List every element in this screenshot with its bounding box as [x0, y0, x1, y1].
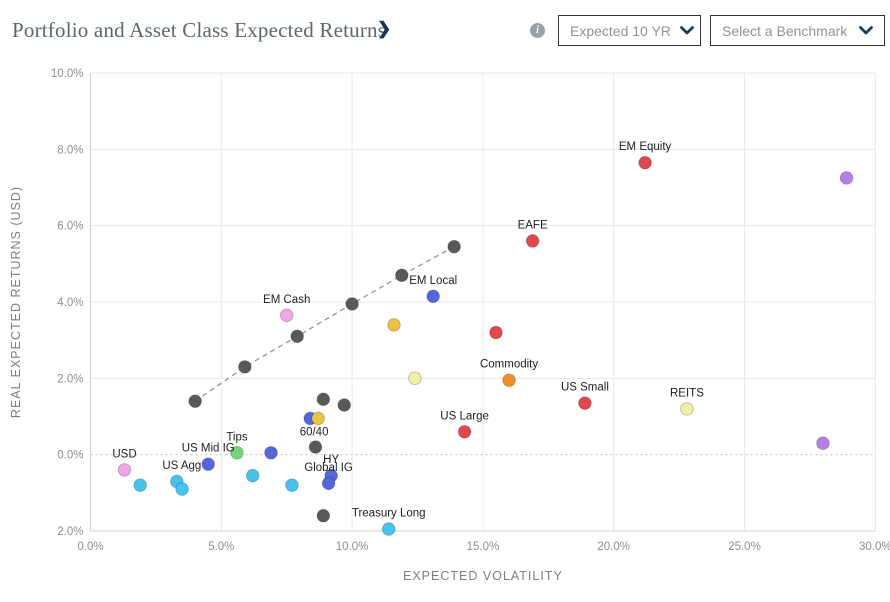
data-point[interactable]: [188, 394, 202, 409]
y-tick-label: 6.0%: [57, 221, 83, 233]
data-point[interactable]: [175, 482, 189, 496]
data-point[interactable]: [489, 325, 503, 340]
x-tick-label: 10.0%: [336, 541, 369, 553]
chevron-down-icon: [680, 26, 694, 35]
data-point[interactable]: [285, 478, 299, 493]
data-point[interactable]: [316, 508, 331, 523]
data-point-label: 60/40: [300, 426, 329, 438]
data-point[interactable]: [839, 171, 854, 185]
data-point[interactable]: [308, 440, 323, 454]
data-point[interactable]: [245, 468, 260, 483]
y-axis-title: REAL EXPECTED RETURNS (USD): [9, 186, 23, 418]
data-point-label: Global IG: [304, 462, 353, 474]
data-point-us-mid-ig[interactable]: [201, 457, 216, 472]
data-point-label: Tips: [226, 431, 248, 443]
data-point-label: HY: [323, 454, 339, 466]
gridlines: [90, 72, 876, 531]
data-point[interactable]: [816, 436, 830, 451]
y-tick-label: 10.0%: [51, 68, 84, 80]
data-point[interactable]: [345, 297, 359, 311]
x-tick-label: 5.0%: [208, 541, 234, 553]
x-tick-label: 15.0%: [467, 541, 500, 553]
data-point-usd[interactable]: [117, 463, 132, 477]
tick-labels: 0.0% 5.0% 10.0% 15.0% 20.0% 25.0% 30.0% 10.0% 8.…: [51, 68, 890, 553]
data-point-label: USD: [112, 448, 136, 460]
data-point-60-40[interactable]: [311, 411, 325, 426]
period-dropdown-value: Expected 10 YR: [570, 22, 671, 39]
period-dropdown[interactable]: Expected 10 YR: [558, 15, 701, 46]
data-point-label: Treasury Long: [352, 508, 426, 520]
data-point[interactable]: [408, 371, 422, 386]
data-point-global-ig[interactable]: [321, 476, 336, 491]
x-axis-title: EXPECTED VOLATILITY: [403, 569, 563, 583]
data-point[interactable]: [264, 445, 278, 460]
data-points: [117, 155, 854, 536]
data-point-eafe[interactable]: [525, 234, 540, 248]
data-point-reits[interactable]: [680, 402, 694, 416]
y-tick-label: 4.0%: [57, 297, 83, 309]
page-title: Portfolio and Asset Class Expected Retur…: [12, 18, 387, 42]
data-point[interactable]: [133, 478, 148, 493]
data-point-commodity[interactable]: [502, 373, 516, 388]
y-tick-label: 2.0%: [57, 373, 83, 385]
x-tick-label: 25.0%: [728, 541, 761, 553]
data-point-label: US Agg: [162, 460, 201, 472]
data-point[interactable]: [395, 268, 409, 283]
benchmark-dropdown-value: Select a Benchmark: [722, 22, 848, 39]
y-tick-label: 2.0%: [57, 526, 83, 538]
data-point-label: US Large: [440, 410, 489, 422]
x-tick-label: 0.0%: [77, 541, 103, 553]
data-point-label: EM Local: [409, 275, 457, 287]
data-point-tips[interactable]: [230, 445, 244, 460]
data-point-label: EM Cash: [263, 294, 310, 306]
data-point-label: Commodity: [480, 359, 538, 371]
data-point[interactable]: [290, 329, 304, 344]
data-point[interactable]: [337, 398, 352, 412]
data-point-em-local[interactable]: [426, 289, 440, 304]
data-point-label: US Small: [561, 382, 609, 394]
data-point-treasury-long[interactable]: [381, 522, 396, 536]
benchmark-dropdown[interactable]: Select a Benchmark: [710, 15, 885, 46]
data-point[interactable]: [447, 239, 461, 254]
data-point-label: EAFE: [518, 219, 548, 231]
data-point[interactable]: [387, 318, 401, 332]
chevron-down-icon: [859, 26, 873, 35]
info-icon[interactable]: i: [530, 23, 545, 38]
axes: [90, 73, 876, 532]
header: Portfolio and Asset Class Expected Retur…: [0, 0, 890, 55]
frontier-trendline: [194, 246, 455, 402]
data-point[interactable]: [238, 360, 252, 374]
y-tick-label: 8.0%: [57, 144, 83, 156]
data-point-label: EM Equity: [619, 141, 672, 153]
data-point-us-large[interactable]: [457, 424, 472, 439]
data-point-label: REITS: [670, 387, 704, 399]
data-point-label: US Mid IG: [182, 443, 235, 455]
data-point-em-cash[interactable]: [279, 308, 294, 323]
data-point[interactable]: [316, 392, 331, 407]
data-point-em-equity[interactable]: [638, 155, 652, 170]
data-point-us-small[interactable]: [578, 396, 592, 410]
x-tick-label: 30.0%: [859, 541, 890, 553]
x-tick-label: 20.0%: [597, 541, 630, 553]
chevron-right-icon[interactable]: ❯: [377, 19, 392, 38]
y-tick-label: 0.0%: [57, 450, 83, 462]
